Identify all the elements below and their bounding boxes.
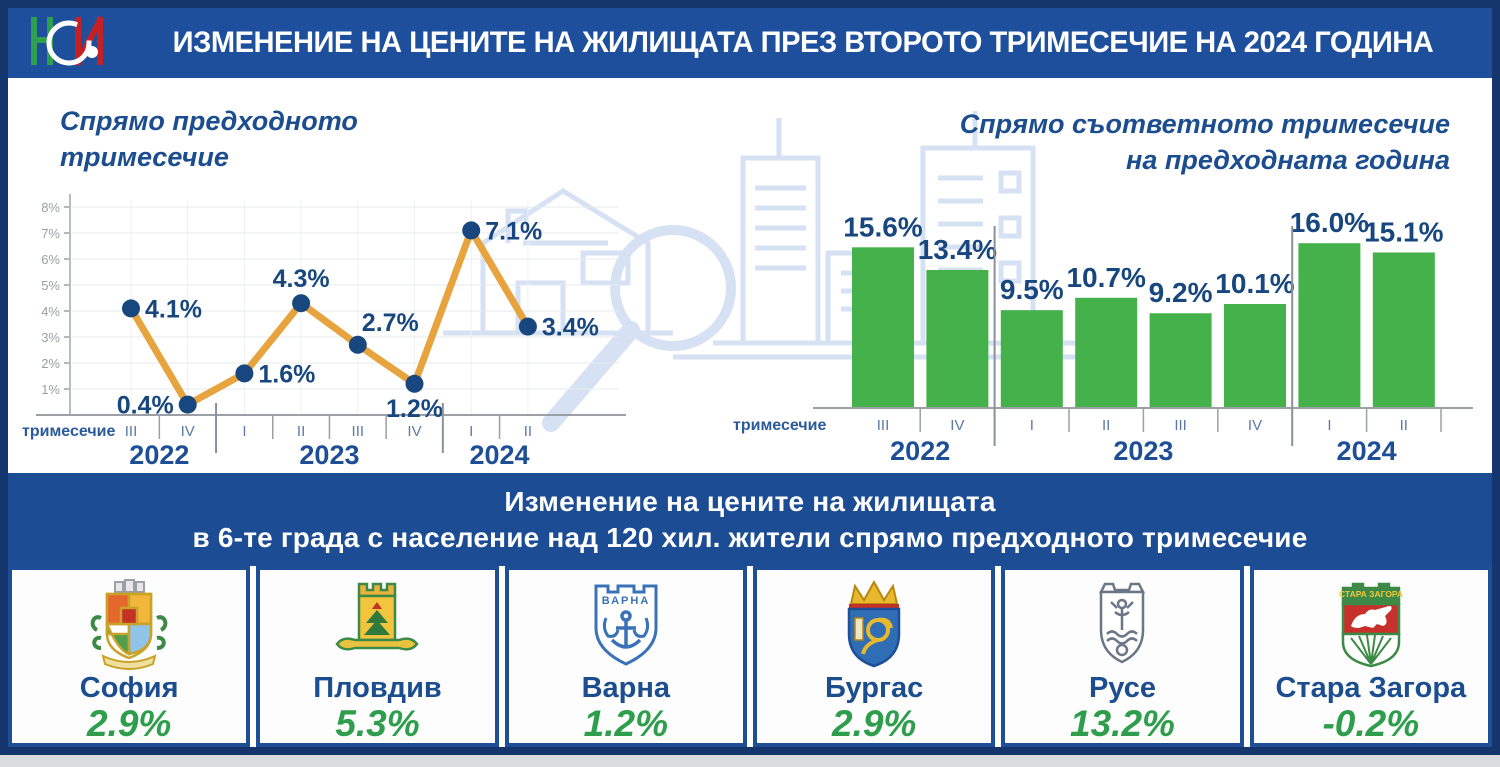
city-change-value: -0.2% <box>1322 703 1420 744</box>
city-name: Бургас <box>825 672 924 704</box>
svg-text:4%: 4% <box>41 304 60 319</box>
city-change-value: 1.2% <box>583 703 668 744</box>
svg-text:16.0%: 16.0% <box>1290 207 1369 238</box>
svg-text:II: II <box>524 423 532 440</box>
svg-text:3.4%: 3.4% <box>542 314 599 342</box>
page-title: ИЗМЕНЕНИЕ НА ЦЕНИТЕ НА ЖИЛИЩАТА ПРЕЗ ВТО… <box>172 26 1434 59</box>
svg-text:II: II <box>1400 417 1408 434</box>
svg-text:I: I <box>469 423 473 440</box>
city-name: Варна <box>581 672 671 704</box>
svg-text:8%: 8% <box>41 200 60 215</box>
svg-text:0.4%: 0.4% <box>117 392 174 420</box>
svg-text:13.4%: 13.4% <box>918 234 997 265</box>
svg-text:I: I <box>1030 417 1034 434</box>
ruse-emblem-icon <box>1079 578 1165 670</box>
svg-text:III: III <box>352 423 365 440</box>
svg-text:1.6%: 1.6% <box>258 360 315 388</box>
svg-text:9.5%: 9.5% <box>1000 274 1064 305</box>
city-card: Русе 13.2% <box>1001 566 1244 747</box>
svg-text:7.1%: 7.1% <box>485 217 542 245</box>
svg-text:4.3%: 4.3% <box>273 265 330 293</box>
sofia-emblem-icon <box>83 578 175 670</box>
svg-text:IV: IV <box>950 417 964 434</box>
banner-line-2: в 6-те града с население над 120 хил. жи… <box>192 521 1308 553</box>
svg-text:ВАРНА: ВАРНА <box>602 595 651 607</box>
svg-text:III: III <box>125 423 138 440</box>
svg-text:2022: 2022 <box>890 436 950 466</box>
svg-text:1.2%: 1.2% <box>386 395 443 423</box>
svg-text:1%: 1% <box>41 382 60 397</box>
svg-text:II: II <box>1102 417 1110 434</box>
left-chart-title: Спрямо предходното тримесечие <box>60 106 358 172</box>
burgas-emblem-icon <box>831 578 917 670</box>
charts-section: Спрямо предходното тримесечие Спрямо съо… <box>8 78 1492 473</box>
svg-text:3%: 3% <box>41 330 60 345</box>
svg-text:5%: 5% <box>41 278 60 293</box>
svg-text:IV: IV <box>1248 417 1262 434</box>
svg-text:I: I <box>242 423 246 440</box>
banner-line-1: Изменение на цените на жилищата <box>504 485 996 517</box>
year-on-year-bar-chart: 15.6%13.4%9.5% 10.7% 9.2% 10.1% 16.0%15.1% тр… <box>733 207 1473 466</box>
varna-emblem-icon: ВАРНА <box>582 578 670 670</box>
svg-text:тримесечие: тримесечие <box>22 423 115 440</box>
city-card: Пловдив 5.3% <box>256 566 499 747</box>
stara-zagora-emblem-icon: СТАРА ЗАГОРА <box>1327 578 1415 670</box>
svg-text:2023: 2023 <box>299 440 359 470</box>
svg-text:2024: 2024 <box>470 440 530 470</box>
city-name: Пловдив <box>313 672 442 704</box>
svg-text:IV: IV <box>181 423 195 440</box>
city-cards-row: София 2.9% Пловдив 5.3% ВАРНА Варна 1.2% Бургас… <box>8 566 1492 747</box>
city-change-value: 5.3% <box>335 703 420 744</box>
city-name: Стара Загора <box>1275 672 1467 704</box>
svg-text:9.2%: 9.2% <box>1149 277 1213 308</box>
right-chart-title: Спрямо съответното тримесечие на предход… <box>959 109 1450 175</box>
svg-text:I: I <box>1327 417 1331 434</box>
svg-text:тримесечие: тримесечие <box>733 417 826 434</box>
svg-text:III: III <box>1174 417 1187 434</box>
city-name: София <box>79 672 179 704</box>
city-change-value: 13.2% <box>1070 703 1175 744</box>
svg-text:СТАРА ЗАГОРА: СТАРА ЗАГОРА <box>1339 589 1403 599</box>
svg-text:2%: 2% <box>41 356 60 371</box>
svg-text:2023: 2023 <box>1113 436 1173 466</box>
nsi-logo-icon <box>22 12 114 75</box>
svg-text:III: III <box>877 417 890 434</box>
quarter-on-quarter-line-chart: 8% 7% 6% 5% 4% 3% 2% 1% 4.1% 0.4% 1.6% 4.3% 2.7% 1.2%… <box>22 194 626 470</box>
header-bar: ИЗМЕНЕНИЕ НА ЦЕНИТЕ НА ЖИЛИЩАТА ПРЕЗ ВТО… <box>8 8 1492 78</box>
svg-text:4.1%: 4.1% <box>145 295 202 323</box>
svg-text:10.7%: 10.7% <box>1066 262 1145 293</box>
city-card: София 2.9% <box>8 566 251 747</box>
svg-text:6%: 6% <box>41 252 60 267</box>
svg-text:7%: 7% <box>41 226 60 241</box>
svg-text:15.1%: 15.1% <box>1364 216 1443 247</box>
svg-text:2.7%: 2.7% <box>362 309 419 337</box>
svg-text:15.6%: 15.6% <box>843 211 922 242</box>
city-card: СТАРА ЗАГОРА Стара Загора -0.2% <box>1249 566 1492 747</box>
city-card: ВАРНА Варна 1.2% <box>504 566 747 747</box>
city-name: Русе <box>1088 672 1156 704</box>
svg-text:2022: 2022 <box>129 440 189 470</box>
svg-text:10.1%: 10.1% <box>1215 268 1294 299</box>
svg-text:II: II <box>297 423 305 440</box>
city-change-value: 2.9% <box>86 703 172 744</box>
svg-text:2024: 2024 <box>1337 436 1397 466</box>
city-card: Бургас 2.9% <box>752 566 996 747</box>
subtitle-banner: Изменение на цените на жилищата в 6-те г… <box>8 473 1492 566</box>
svg-text:IV: IV <box>407 423 421 440</box>
plovdiv-emblem-icon <box>329 578 425 670</box>
city-change-value: 2.9% <box>831 703 917 744</box>
